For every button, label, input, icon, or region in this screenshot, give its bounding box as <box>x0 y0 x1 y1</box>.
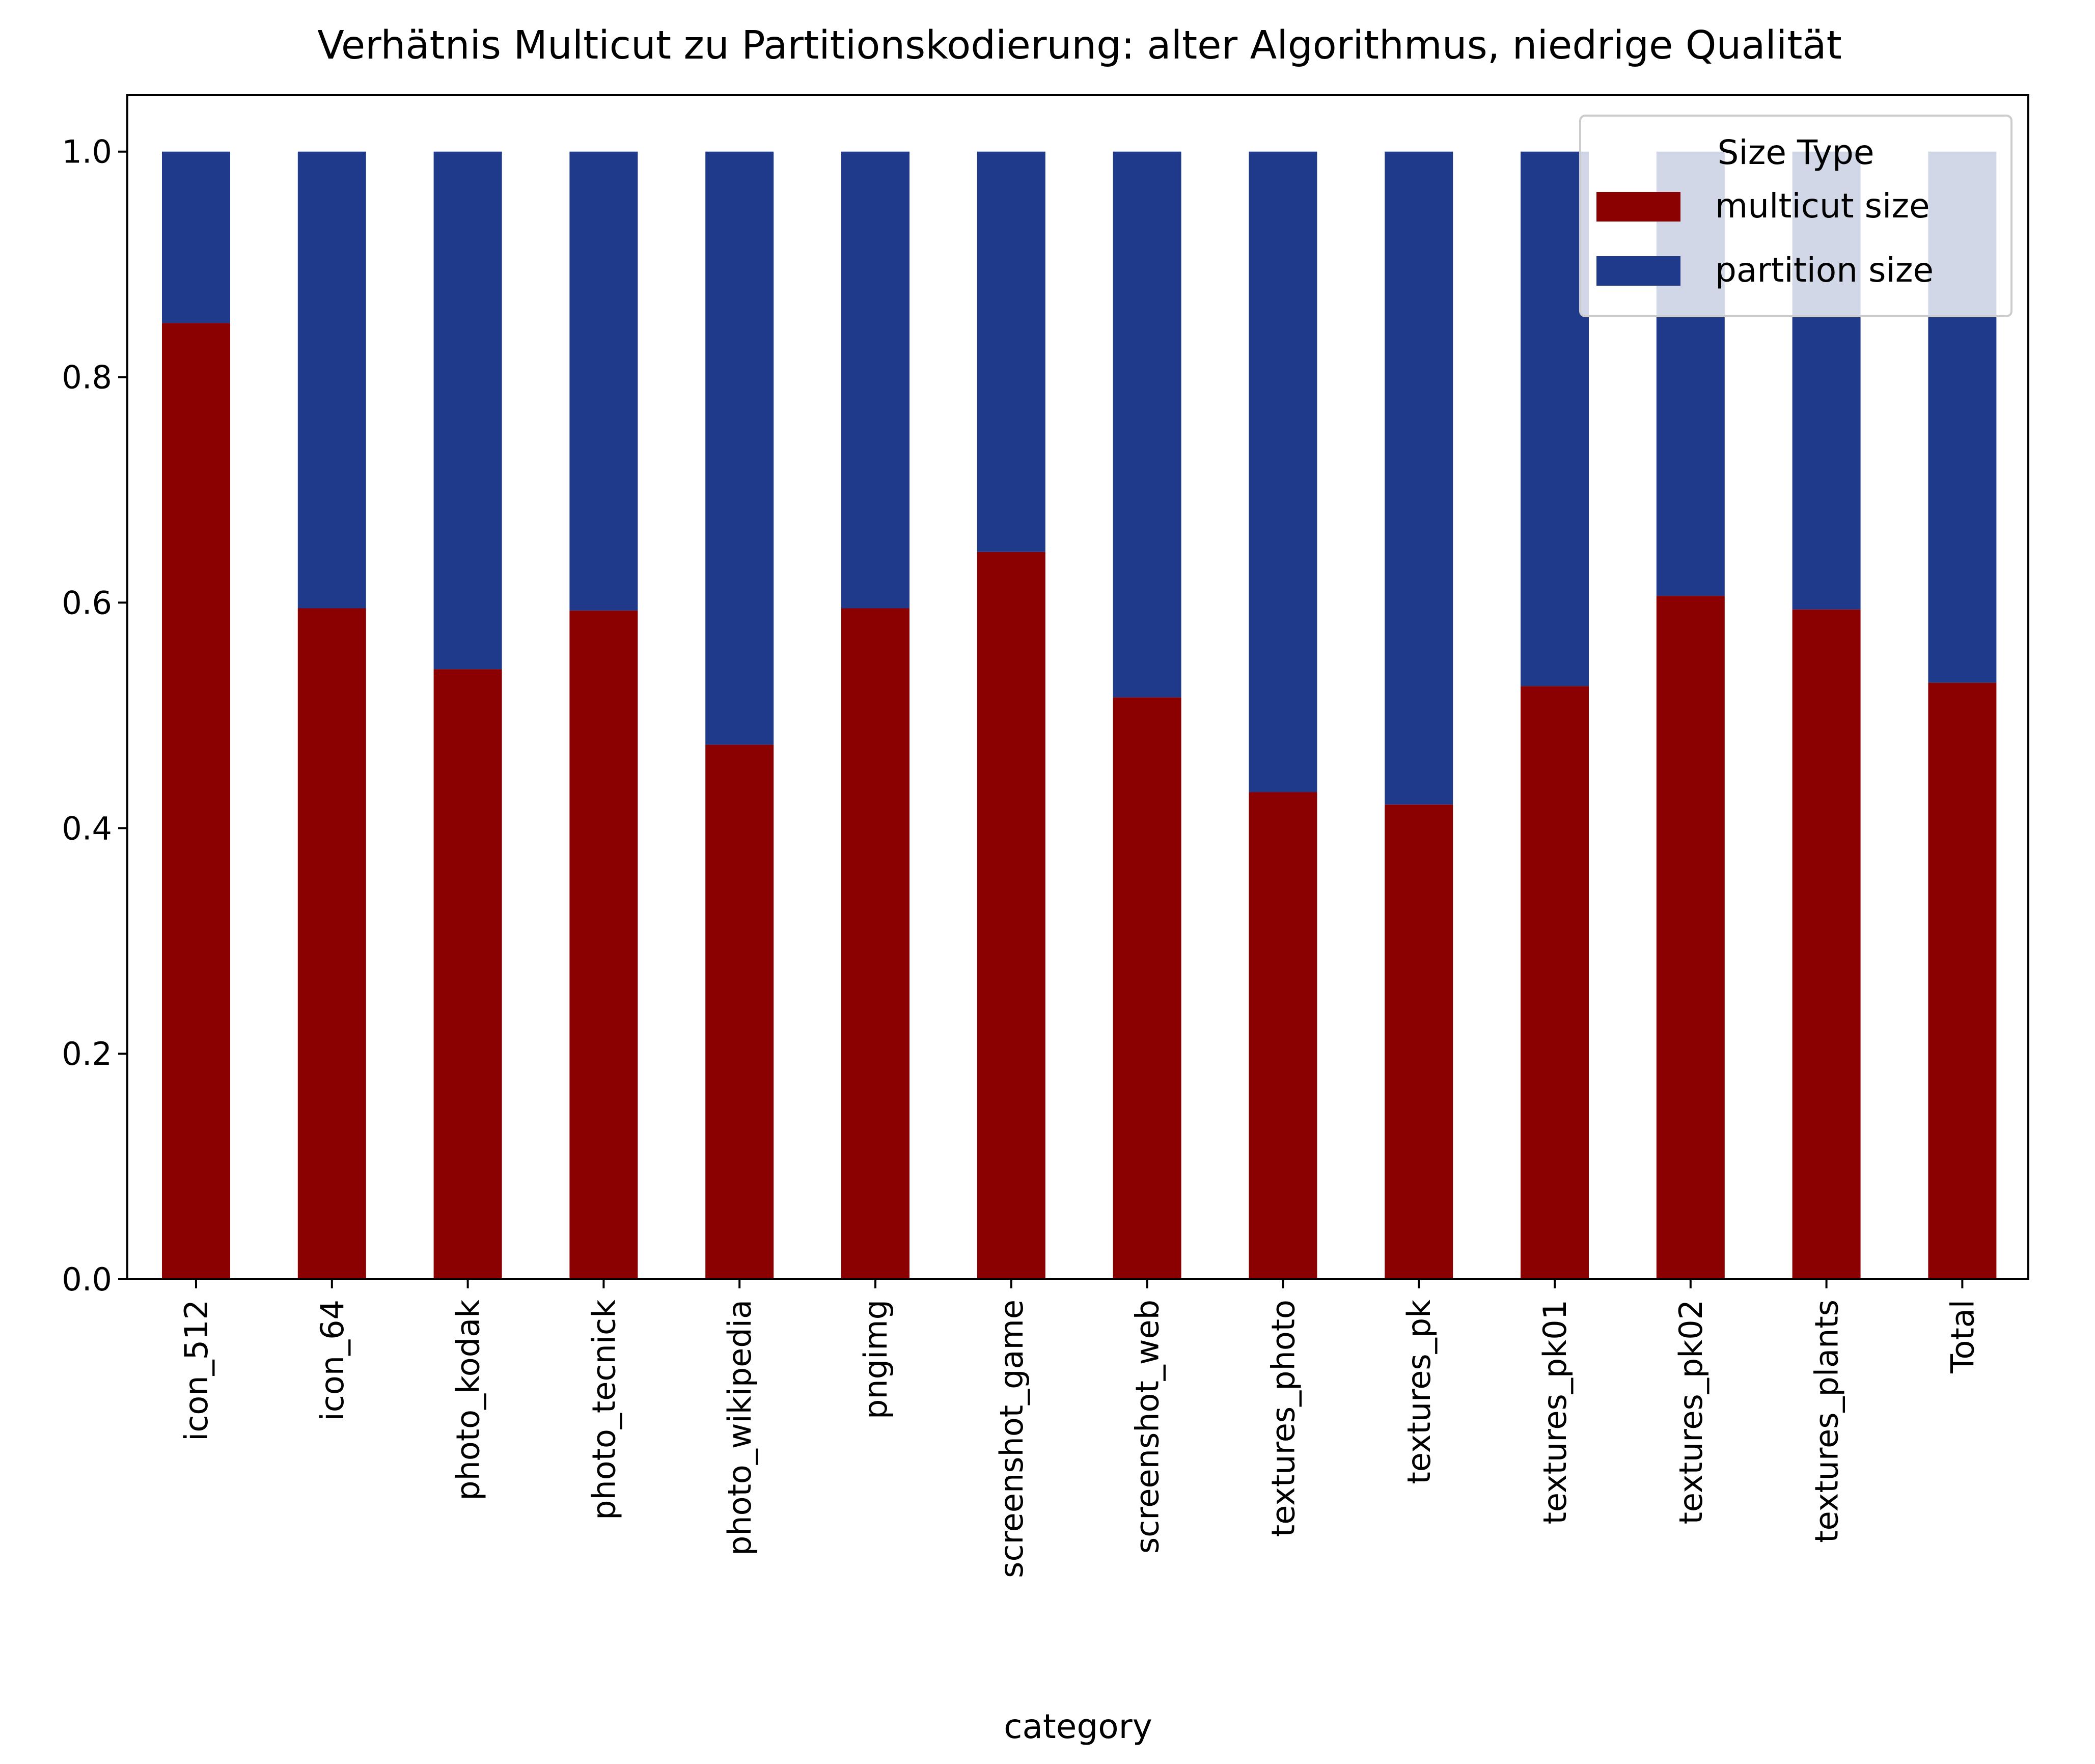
legend-box <box>1579 115 2013 317</box>
bar-partition-photo_kodak <box>433 151 502 670</box>
bar-multicut-photo_tecnick <box>569 610 638 1279</box>
bar-partition-textures_pk01 <box>1521 151 1589 686</box>
x-tick-label: textures_photo <box>1264 1300 1302 1537</box>
legend-swatch-partition <box>1596 256 1680 286</box>
y-tick-label: 1.0 <box>62 133 112 171</box>
bar-partition-icon_512 <box>162 151 230 323</box>
x-tick-label: pngimg <box>857 1300 894 1419</box>
y-tick-label: 0.2 <box>62 1035 112 1072</box>
bar-multicut-icon_64 <box>297 608 366 1279</box>
x-tick-label: photo_tecnick <box>585 1300 622 1520</box>
bar-partition-screenshot_game <box>977 151 1045 552</box>
plot-frame <box>126 94 2029 1280</box>
x-tick-label: icon_512 <box>178 1300 215 1441</box>
legend-label-multicut: multicut size <box>1715 186 1930 226</box>
x-tick-label: photo_wikipedia <box>721 1300 758 1556</box>
bar-multicut-pngimg <box>841 608 909 1279</box>
x-tick-label: icon_64 <box>314 1300 351 1421</box>
bar-partition-screenshot_web <box>1113 151 1181 698</box>
x-tick-label: textures_pk01 <box>1536 1300 1574 1524</box>
bar-multicut-total <box>1928 682 1997 1279</box>
bars-group <box>162 151 1997 1279</box>
bar-multicut-screenshot_web <box>1113 697 1181 1279</box>
x-tick-label: textures_pk02 <box>1672 1300 1710 1524</box>
chart-title: Verhätnis Multicut zu Partitionskodierun… <box>317 23 1842 68</box>
legend: Size Type multicut size partition size <box>1579 115 2013 317</box>
x-tick-label: photo_kodak <box>450 1300 487 1501</box>
legend-swatch-multicut <box>1596 192 1680 222</box>
bar-multicut-textures_plants <box>1792 609 1861 1279</box>
bar-multicut-screenshot_game <box>977 552 1045 1279</box>
x-tick-label: screenshot_web <box>1129 1300 1166 1554</box>
legend-title: Size Type <box>1717 133 1874 172</box>
x-axis-label: category <box>1004 1707 1152 1746</box>
y-tick-label: 0.8 <box>62 359 112 396</box>
y-tick-label: 0.4 <box>62 810 112 847</box>
y-tick-label: 0.0 <box>62 1261 112 1298</box>
x-tick-label: screenshot_game <box>993 1300 1030 1578</box>
bar-partition-textures_pk <box>1385 151 1453 805</box>
x-tick-label: Total <box>1944 1300 1981 1374</box>
y-axis: 0.0 0.2 0.4 0.6 0.8 1.0 <box>62 133 127 1298</box>
bar-partition-photo_tecnick <box>569 151 638 611</box>
bar-multicut-textures_photo <box>1249 792 1317 1279</box>
bar-multicut-icon_512 <box>162 323 230 1279</box>
y-tick-label: 0.6 <box>62 584 112 621</box>
x-axis: icon_512 icon_64 photo_kodak photo_tecnick p… <box>178 1279 1981 1578</box>
bar-multicut-textures_pk01 <box>1521 686 1589 1279</box>
bar-multicut-textures_pk02 <box>1656 596 1725 1279</box>
bar-partition-textures_photo <box>1249 151 1317 792</box>
bar-multicut-textures_pk <box>1385 804 1453 1279</box>
legend-label-partition: partition size <box>1715 251 1934 290</box>
x-tick-label: textures_plants <box>1808 1300 1845 1543</box>
bar-multicut-photo_wikipedia <box>705 745 774 1279</box>
x-tick-label: textures_pk <box>1400 1300 1438 1484</box>
bar-partition-pngimg <box>841 151 909 609</box>
bar-partition-icon_64 <box>297 151 366 609</box>
bar-multicut-photo_kodak <box>433 669 502 1279</box>
bar-partition-photo_wikipedia <box>705 151 774 745</box>
